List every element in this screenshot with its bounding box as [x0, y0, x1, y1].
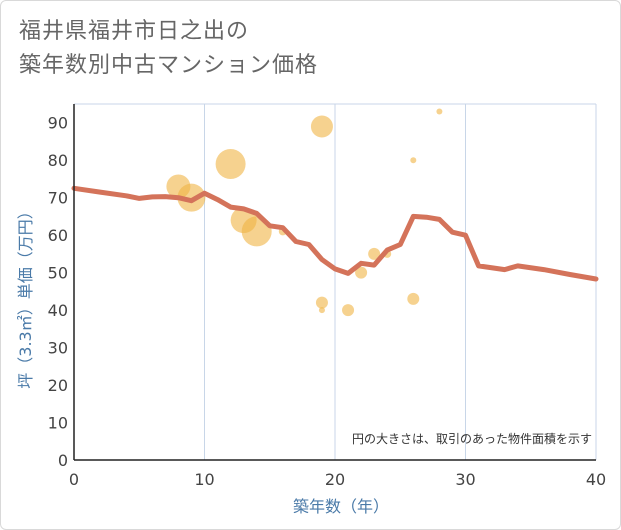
bubble-point — [368, 247, 381, 260]
bubble-point — [177, 183, 206, 212]
size-note: 円の大きさは、取引のあった物件面積を示す — [352, 431, 592, 446]
tick-labels: 0 10 20 30 40 0 10 20 30 40 50 60 70 80 90 — [48, 114, 607, 489]
x-tick-label: 20 — [325, 470, 345, 489]
x-tick-label: 40 — [586, 470, 606, 489]
x-tick-label: 10 — [194, 470, 214, 489]
y-tick-label: 60 — [48, 226, 68, 245]
bubble-point — [410, 157, 417, 164]
y-tick-label: 10 — [48, 414, 68, 433]
y-tick-label: 70 — [48, 189, 68, 208]
grid-lines — [73, 103, 597, 460]
bubble-point — [436, 108, 443, 115]
x-tick-label: 30 — [455, 470, 475, 489]
bubble-point — [355, 266, 368, 279]
x-tick-label: 0 — [69, 470, 79, 489]
chart-title-line2: 築年数別中古マンション価格 — [19, 53, 319, 78]
bubble-series — [166, 108, 443, 317]
chart-title: 福井県福井市日之出の 築年数別中古マンション価格 — [19, 15, 318, 83]
bubble-point — [315, 296, 328, 309]
bubble-point — [407, 292, 420, 305]
bubble-point — [215, 148, 246, 179]
y-tick-label: 80 — [48, 151, 68, 170]
bubble-point — [310, 115, 333, 138]
y-tick-label: 0 — [58, 451, 68, 470]
y-tick-label: 90 — [48, 114, 68, 133]
bubble-point — [318, 307, 325, 314]
y-tick-label: 20 — [48, 376, 68, 395]
x-axis-label: 築年数（年） — [293, 497, 389, 516]
trend-line — [71, 185, 599, 282]
y-tick-label: 30 — [48, 339, 68, 358]
axes — [73, 104, 596, 461]
y-axis-label: 坪（3.3㎡）単価（万円） — [16, 203, 35, 388]
y-tick-label: 40 — [48, 301, 68, 320]
y-tick-label: 50 — [48, 264, 68, 283]
chart-title-line1: 福井県福井市日之出の — [19, 19, 250, 44]
bubble-point — [342, 304, 355, 317]
